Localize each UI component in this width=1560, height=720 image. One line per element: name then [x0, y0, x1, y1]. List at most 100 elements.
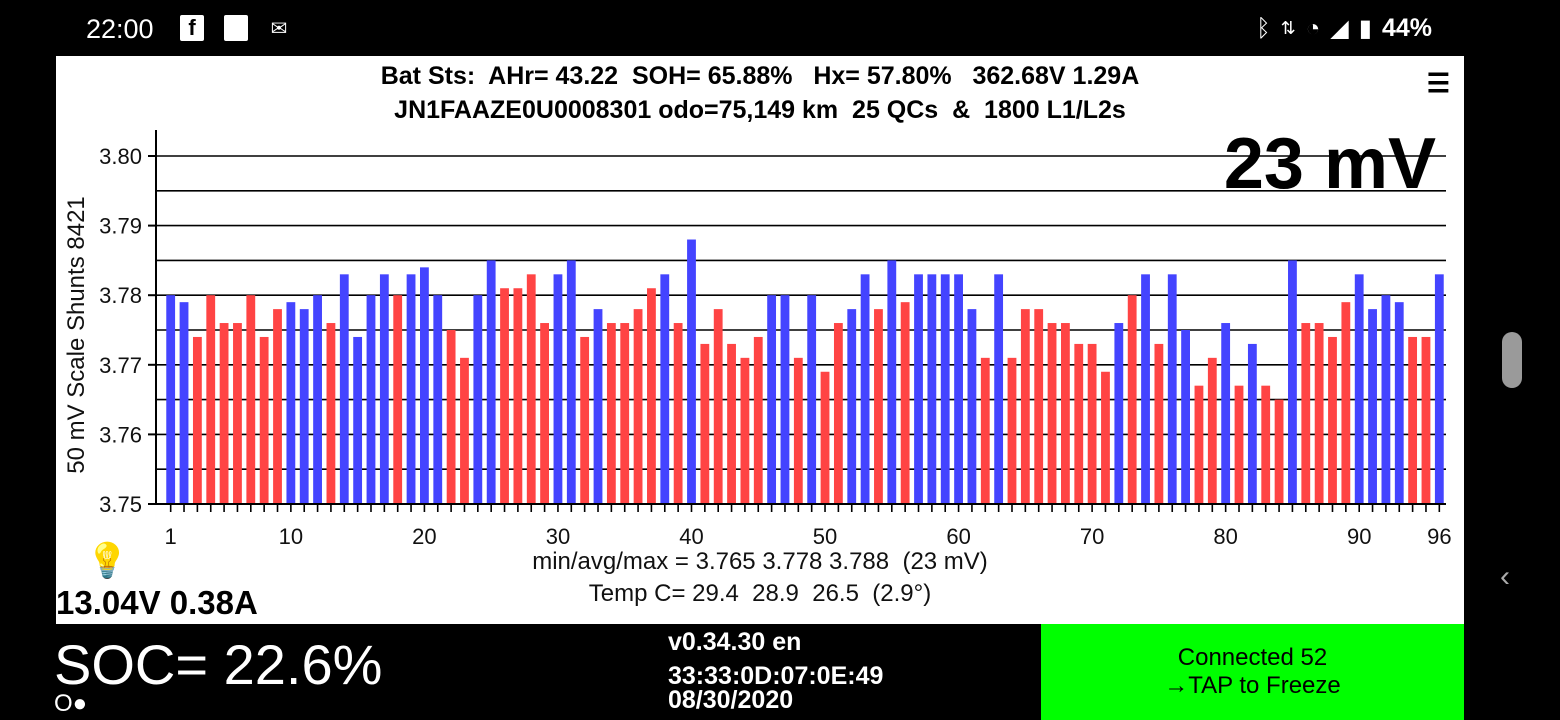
data-arrows-icon: ⇅ [1280, 18, 1296, 38]
x-tick-label: 20 [412, 524, 436, 546]
bar-cell-4 [206, 295, 216, 504]
bar-cell-45 [753, 336, 763, 504]
bluetooth-icon: ᛒ [1256, 14, 1271, 42]
bar-cell-29 [540, 323, 550, 504]
bar-cell-39 [673, 323, 683, 504]
bar-cell-76 [1167, 274, 1177, 504]
bar-cell-15 [353, 336, 363, 504]
bar-cell-52 [847, 309, 857, 504]
bar-cell-17 [379, 274, 389, 504]
bar-cell-75 [1154, 343, 1164, 504]
x-tick-label: 40 [679, 524, 703, 546]
menu-icon[interactable]: ☰ [1426, 68, 1450, 98]
bar-cell-19 [406, 274, 416, 504]
signal-icon: ◢ [1330, 15, 1349, 42]
bar-cell-48 [793, 357, 803, 504]
bar-cell-27 [513, 288, 523, 504]
y-tick-label: 3.76 [99, 422, 142, 447]
bar-cell-23 [460, 357, 469, 504]
cell-voltage-chart: 3.80 3.79 3.78 3.77 3.76 3.75 50 mV Scale Shun… [63, 124, 1452, 546]
bar-cell-81 [1234, 385, 1244, 504]
main-panel[interactable]: 3.80 3.79 3.78 3.77 3.76 3.75 50 mV Scale Shun… [56, 56, 1464, 624]
bar-cell-30 [553, 274, 563, 504]
bar-cell-31 [566, 260, 576, 504]
bar-cell-92 [1381, 295, 1391, 504]
bar-cell-67 [1047, 323, 1057, 504]
bar-cell-41 [700, 343, 710, 504]
bar-cell-12 [313, 295, 322, 504]
bar-cell-40 [687, 239, 696, 504]
bar-cell-63 [994, 274, 1004, 504]
bar-cell-21 [433, 295, 443, 504]
bar-cell-35 [620, 323, 630, 504]
bar-cell-61 [967, 309, 977, 504]
bar-cell-10 [286, 302, 296, 504]
x-tick-label: 80 [1213, 524, 1237, 546]
soc-readout: SOC= 22.6% [54, 633, 383, 696]
x-tick-label: 96 [1427, 524, 1451, 546]
facebook-icon: f [180, 15, 204, 41]
bar-cell-9 [273, 309, 282, 504]
y-axis-label: 50 mV Scale Shunts 8421 [63, 196, 90, 474]
bar-cell-79 [1207, 357, 1217, 504]
bar-cell-56 [900, 302, 910, 504]
back-chevron-icon[interactable]: ‹ [1500, 560, 1510, 593]
bar-cell-60 [954, 274, 963, 504]
page-indicator: O● [54, 690, 88, 717]
lightbulb-icon[interactable]: 💡 [86, 542, 129, 580]
bar-cell-8 [259, 336, 269, 504]
bar-cell-34 [606, 323, 616, 504]
bar-cell-57 [914, 274, 923, 504]
bar-cell-42 [713, 309, 723, 504]
y-tick-label: 3.77 [99, 353, 142, 378]
spread-label: 23 mV [1224, 124, 1436, 204]
bar-cell-74 [1141, 274, 1150, 504]
clock: 22:00 [86, 14, 154, 44]
bar-cell-94 [1408, 336, 1418, 504]
app-version: v0.34.30 en [668, 628, 802, 656]
bar-cell-50 [820, 371, 830, 504]
min-avg-max: min/avg/max = 3.765 3.778 3.788 (23 mV) [532, 548, 988, 575]
bar-cell-7 [246, 295, 256, 504]
bar-cell-14 [339, 274, 349, 504]
x-tick-label: 90 [1347, 524, 1371, 546]
freeze-hint: →TAP to Freeze [1164, 672, 1341, 699]
bar-cell-70 [1087, 343, 1097, 504]
bar-cell-66 [1034, 309, 1044, 504]
bar-cell-20 [419, 267, 429, 504]
bar-cell-32 [580, 336, 590, 504]
bar-cell-80 [1221, 323, 1231, 504]
bar-cell-26 [500, 288, 509, 504]
bar-cell-89 [1341, 302, 1351, 504]
outlook-icon: ✉ [270, 17, 288, 40]
bar-cell-51 [833, 323, 843, 504]
bar-cell-82 [1247, 343, 1257, 504]
bar-cell-3 [192, 336, 202, 504]
bar-cell-22 [446, 330, 456, 504]
temperature: Temp C= 29.4 28.9 26.5 (2.9°) [588, 580, 932, 607]
bar-cell-1 [166, 295, 176, 504]
bar-cell-16 [366, 295, 376, 504]
bar-cell-44 [740, 357, 750, 504]
status-bar: 22:00 f ✉ ᛒ ⇅ ◔ ◢ ▮ 44% [0, 0, 1560, 56]
bar-cell-77 [1181, 330, 1191, 504]
x-tick-label: 1 [165, 524, 177, 546]
aux-voltage-current: 13.04V 0.38A [56, 584, 258, 621]
bar-cell-58 [927, 274, 937, 504]
battery-percent: 44% [1381, 14, 1432, 42]
bar-cell-47 [780, 295, 790, 504]
bar-cell-43 [727, 343, 736, 504]
bar-cell-78 [1194, 385, 1204, 504]
bar-cell-28 [526, 274, 536, 504]
bar-cell-72 [1114, 323, 1124, 504]
bar-cell-71 [1101, 371, 1110, 504]
scroll-handle[interactable] [1502, 332, 1522, 388]
bar-cell-95 [1421, 336, 1431, 504]
bar-cell-38 [660, 274, 670, 504]
connection-button[interactable]: Connected 52 →TAP to Freeze [1041, 624, 1464, 720]
vehicle-info-line: JN1FAAZE0U0008301 odo=75,149 km 25 QCs &… [394, 96, 1126, 124]
system-tray: ᛒ ⇅ ◔ ◢ ▮ 44% [1256, 14, 1432, 43]
bar-cell-2 [179, 302, 189, 504]
bar-cell-87 [1314, 323, 1324, 504]
bar-cell-5 [219, 323, 229, 504]
